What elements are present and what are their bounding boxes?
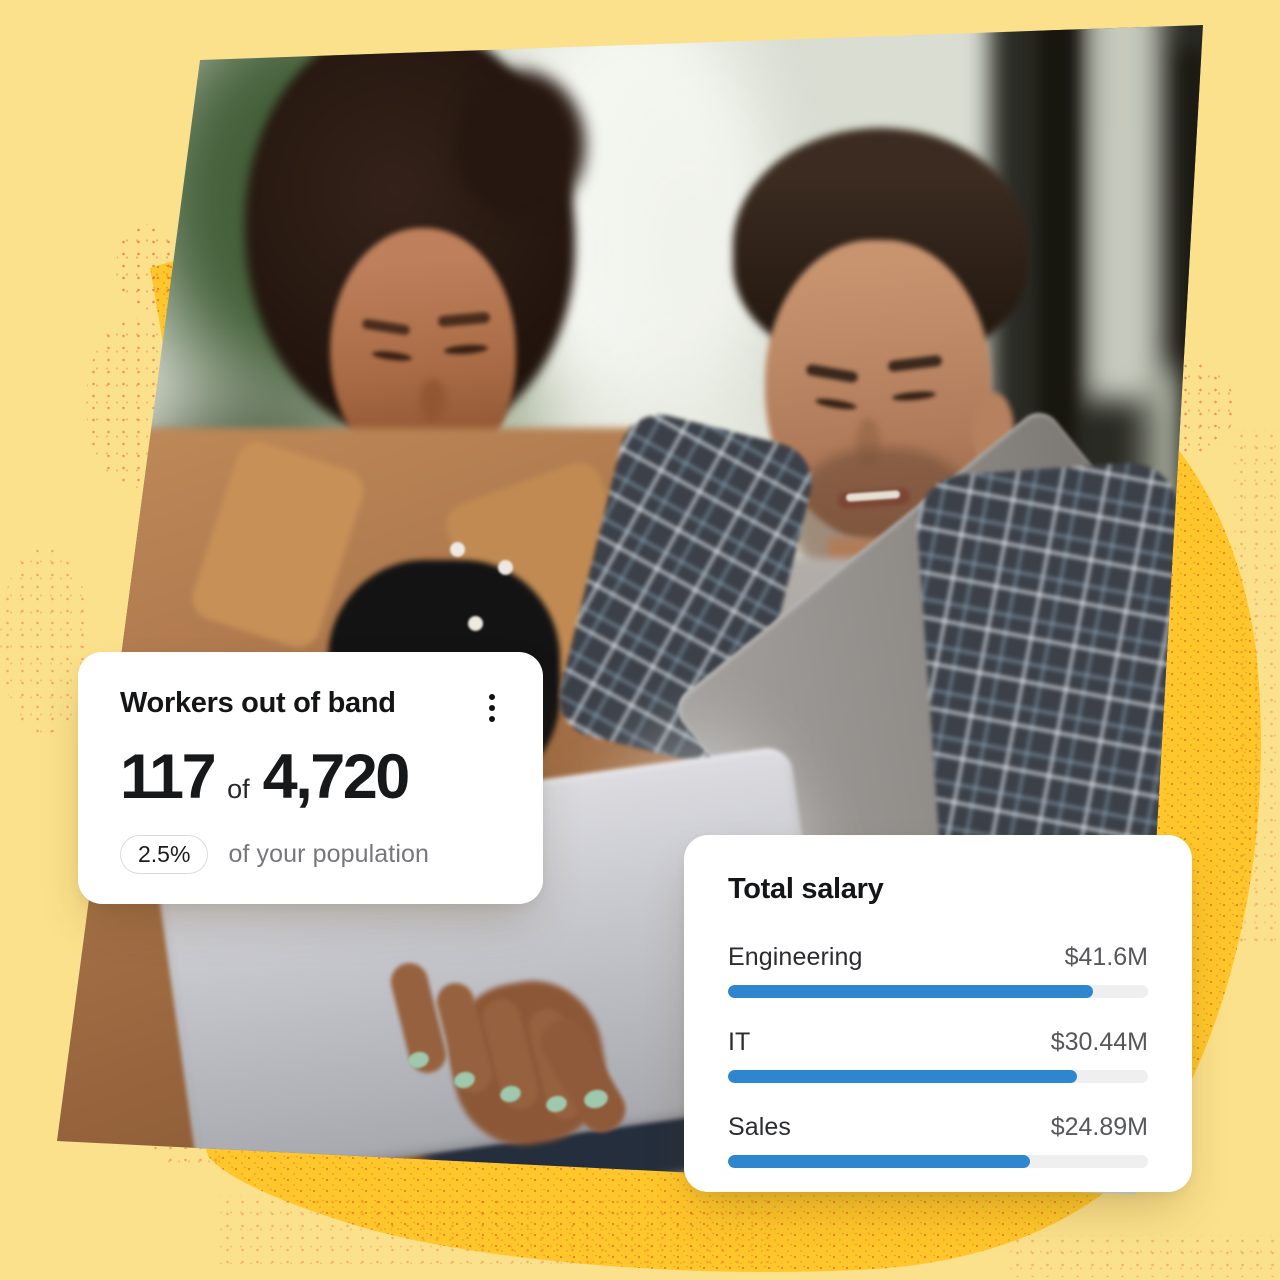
salary-label: Engineering: [728, 943, 863, 971]
workers-stat: 117 of 4,720: [120, 746, 501, 809]
shirt-button-shape: [468, 616, 483, 631]
salary-row-engineering: Engineering $41.6M: [728, 943, 1148, 998]
badge-caption: of your population: [228, 840, 429, 868]
window-pane-shape: [1085, 25, 1161, 400]
salary-row-sales: Sales $24.89M: [728, 1113, 1148, 1168]
progress-fill-engineering: [728, 985, 1094, 998]
salary-label: Sales: [728, 1113, 792, 1141]
progress-track: [728, 985, 1148, 998]
salary-value: $41.6M: [1064, 943, 1148, 971]
kebab-menu-icon[interactable]: [483, 690, 501, 726]
workers-connector: of: [227, 774, 250, 804]
salary-card-title: Total salary: [728, 873, 884, 905]
progress-track: [728, 1155, 1148, 1168]
progress-fill-sales: [728, 1155, 1031, 1168]
workers-count: 117: [120, 742, 217, 812]
woman-nose-shape: [420, 378, 446, 422]
shirt-button-shape: [450, 542, 465, 557]
workers-out-of-band-card: Workers out of band 117 of 4,720 2.5% of…: [78, 652, 543, 904]
workers-card-title: Workers out of band: [120, 687, 396, 719]
progress-fill-it: [728, 1070, 1077, 1083]
salary-value: $30.44M: [1050, 1028, 1148, 1056]
workers-total: 4,720: [262, 742, 411, 812]
salary-row-it: IT $30.44M: [728, 1028, 1148, 1083]
salary-label: IT: [728, 1028, 751, 1056]
woman-hair-shape: [455, 70, 585, 220]
progress-track: [728, 1070, 1148, 1083]
total-salary-card: Total salary Engineering $41.6M IT $30.4…: [684, 835, 1192, 1192]
shirt-button-shape: [498, 560, 513, 575]
salary-value: $24.89M: [1050, 1113, 1148, 1141]
percentage-badge: 2.5%: [120, 835, 209, 874]
